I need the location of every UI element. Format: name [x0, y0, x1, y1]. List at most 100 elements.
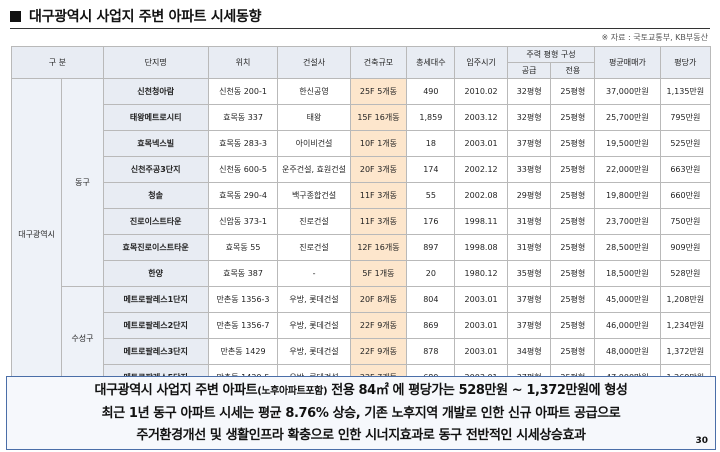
cell-builder: 한신공영 — [277, 78, 351, 105]
table-body: 대구광역시 동구 신천청아람 신천동 200-1 한신공영 25F 5개동 490 2010.… — [10, 78, 712, 391]
cell-supply: 32평형 — [506, 78, 552, 105]
cell-scale: 11F 3개동 — [349, 182, 408, 209]
cell-supply: 32평형 — [506, 104, 552, 131]
cell-scale: 5F 1개동 — [349, 260, 408, 287]
cell-builder: 우방, 롯데건설 — [277, 312, 351, 339]
source-note: ※ 자료 : 국토교통부, KB부동산 — [601, 33, 708, 42]
cell-location: 효목동 283-3 — [207, 130, 279, 157]
summary-line-1-note: (노후아파트포함) — [257, 386, 328, 397]
summary-line-1: 대구광역시 사업지 주변 아파트(노후아파트포함) 전용 84㎡ 에 평당가는 … — [7, 380, 715, 403]
cell-households: 878 — [406, 338, 456, 365]
cell-location: 효목동 387 — [207, 260, 279, 287]
cell-builder: 우방, 롯데건설 — [277, 286, 351, 313]
cell-builder: 운주건설, 효원건설 — [277, 156, 351, 183]
cell-per-pyeong: 1,372만원 — [659, 338, 712, 365]
table-row: 대구광역시 동구 신천청아람 신천동 200-1 한신공영 25F 5개동 490 2010.… — [10, 78, 712, 391]
cell-movein: 1998.11 — [454, 208, 508, 235]
cell-exclusive: 25평형 — [550, 182, 596, 209]
cell-scale: 20F 8개동 — [349, 286, 408, 313]
cell-movein: 2002.08 — [454, 182, 508, 209]
cell-supply: 33평형 — [506, 156, 552, 183]
cell-households: 1,859 — [406, 104, 456, 131]
title-bar: 대구광역시 사업지 주변 아파트 시세동향 — [10, 6, 261, 26]
cell-location: 만촌동 1356-7 — [207, 312, 279, 339]
cell-supply: 31평형 — [506, 234, 552, 261]
header-per-pyeong: 평당가 — [659, 46, 712, 79]
header-area-group: 주력 평형 구성 — [506, 46, 596, 63]
cell-district: 수성구 — [61, 286, 104, 391]
table-row: 메트로팔레스2단지 만촌동 1356-7 우방, 롯데건설 22F 9개동 869 200… — [12, 312, 712, 339]
cell-location: 효목동 337 — [207, 104, 279, 131]
cell-complex: 신천청아람 — [102, 78, 209, 105]
header-section: 구 분 — [11, 46, 104, 79]
cell-location: 신암동 373-1 — [207, 208, 279, 235]
cell-avg-price: 19,800만원 — [594, 182, 661, 209]
table-row: 신천주공3단지 신천동 600-5 운주건설, 효원건설 20F 3개동 174 2002… — [12, 156, 712, 183]
cell-location: 신천동 600-5 — [207, 156, 279, 183]
cell-per-pyeong: 525만원 — [659, 130, 712, 157]
cell-scale: 10F 1개동 — [349, 130, 408, 157]
cell-avg-price: 28,500만원 — [594, 234, 661, 261]
cell-scale: 15F 16개동 — [349, 104, 408, 131]
cell-per-pyeong: 795만원 — [659, 104, 712, 131]
cell-movein: 1980.12 — [454, 260, 508, 287]
cell-avg-price: 18,500만원 — [594, 260, 661, 287]
cell-avg-price: 23,700만원 — [594, 208, 661, 235]
cell-complex: 효목넥스빌 — [102, 130, 209, 157]
header-avg-price: 평균매매가 — [594, 46, 661, 79]
cell-exclusive: 25평형 — [550, 78, 596, 105]
cell-supply: 29평형 — [506, 182, 552, 209]
table-row: 메트로팔레스3단지 만촌동 1429 우방, 롯데건설 22F 9개동 878 2003.… — [12, 338, 712, 365]
cell-movein: 2003.01 — [454, 312, 508, 339]
cell-builder: - — [277, 260, 351, 287]
cell-avg-price: 48,000만원 — [594, 338, 661, 365]
cell-exclusive: 25평형 — [550, 286, 596, 313]
cell-avg-price: 46,000만원 — [594, 312, 661, 339]
cell-supply: 35평형 — [506, 260, 552, 287]
cell-builder: 진로건설 — [277, 208, 351, 235]
cell-avg-price: 25,700만원 — [594, 104, 661, 131]
cell-avg-price: 45,000만원 — [594, 286, 661, 313]
cell-households: 20 — [406, 260, 456, 287]
cell-per-pyeong: 1,208만원 — [659, 286, 712, 313]
cell-per-pyeong: 663만원 — [659, 156, 712, 183]
summary-line-2: 최근 1년 동구 아파트 시세는 평균 8.76% 상승, 기존 노후지역 개발… — [101, 406, 621, 421]
cell-supply: 34평형 — [506, 338, 552, 365]
table-row: 효목진로이스트타운 효목동 55 진로건설 12F 16개동 897 1998.08 31평… — [12, 234, 712, 261]
cell-complex: 신천주공3단지 — [102, 156, 209, 183]
cell-supply: 37평형 — [506, 312, 552, 339]
summary-line-1b: 전용 84㎡ 에 평당가는 528만원 ~ 1,372만원에 형성 — [327, 383, 628, 398]
cell-avg-price: 37,000만원 — [594, 78, 661, 105]
cell-exclusive: 25평형 — [550, 104, 596, 131]
cell-scale: 22F 9개동 — [349, 338, 408, 365]
cell-exclusive: 25평형 — [550, 208, 596, 235]
page-title: 대구광역시 사업지 주변 아파트 시세동향 — [29, 9, 262, 25]
table-row: 한양 효목동 387-5F 1개동 20 1980.12 35평형 25평형 18,500만… — [12, 260, 712, 287]
cell-movein: 2003.01 — [454, 286, 508, 313]
cell-scale: 25F 5개동 — [349, 78, 408, 105]
cell-builder: 아이비건설 — [277, 130, 351, 157]
cell-supply: 37평형 — [506, 130, 552, 157]
cell-households: 869 — [406, 312, 456, 339]
cell-households: 804 — [406, 286, 456, 313]
table-row: 청솔 효목동 290-4 백구종합건설 11F 3개동 55 2002.08 29평형 25평… — [12, 182, 712, 209]
cell-complex: 한양 — [102, 260, 209, 287]
cell-builder: 백구종합건설 — [277, 182, 351, 209]
cell-complex: 메트로팔레스3단지 — [102, 338, 209, 365]
header-location: 위치 — [207, 46, 279, 79]
cell-city: 대구광역시 — [10, 78, 63, 391]
cell-exclusive: 25평형 — [550, 234, 596, 261]
cell-avg-price: 19,500만원 — [594, 130, 661, 157]
table-row: 효목넥스빌 효목동 283-3 아이비건설 10F 1개동 18 2003.01 37평형 2… — [12, 130, 712, 157]
cell-per-pyeong: 528만원 — [659, 260, 712, 287]
cell-exclusive: 25평형 — [550, 260, 596, 287]
cell-complex: 효목진로이스트타운 — [102, 234, 209, 261]
cell-location: 효목동 290-4 — [207, 182, 279, 209]
cell-avg-price: 22,000만원 — [594, 156, 661, 183]
cell-exclusive: 25평형 — [550, 130, 596, 157]
cell-builder: 태왕 — [277, 104, 351, 131]
cell-scale: 20F 3개동 — [349, 156, 408, 183]
header-builder: 건설사 — [277, 46, 351, 79]
header-supply: 공급 — [506, 62, 552, 79]
